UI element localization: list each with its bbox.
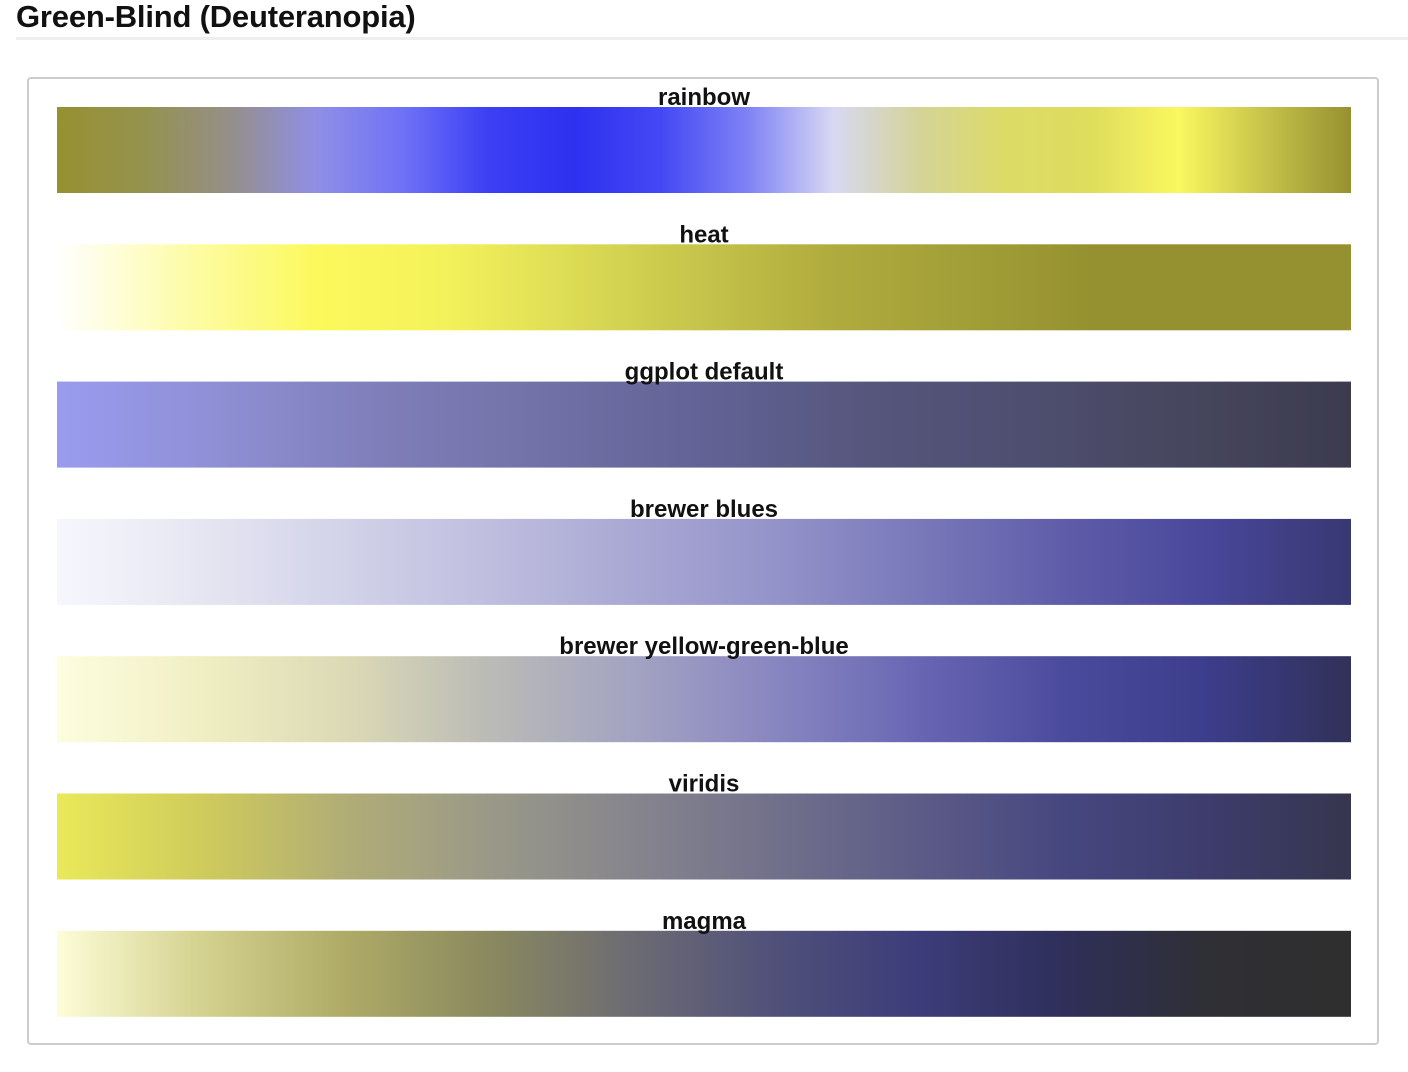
palette-label-brewer-blues: brewer blues	[630, 496, 778, 523]
palette-bar-brewer-yellow-green-blue	[57, 656, 1351, 743]
palette-bar-magma	[57, 930, 1351, 1017]
palette-bar-brewer-blues	[57, 518, 1351, 605]
palette-bar-rainbow	[57, 107, 1351, 193]
palette-label-viridis: viridis	[669, 771, 740, 798]
palette-label-ggplot-default: ggplot default	[625, 359, 784, 386]
page-title: Green-Blind (Deuteranopia)	[16, 0, 416, 34]
palette-panel	[27, 77, 1379, 1045]
palette-label-rainbow: rainbow	[658, 84, 750, 111]
palette-bar-heat	[57, 244, 1351, 331]
heading-divider	[16, 37, 1408, 40]
palette-label-heat: heat	[679, 221, 728, 248]
palette-bar-viridis	[57, 793, 1351, 880]
palette-label-magma: magma	[662, 908, 747, 935]
palette-bar-ggplot-default	[57, 381, 1351, 468]
palette-label-brewer-yellow-green-blue: brewer yellow-green-blue	[559, 633, 848, 660]
